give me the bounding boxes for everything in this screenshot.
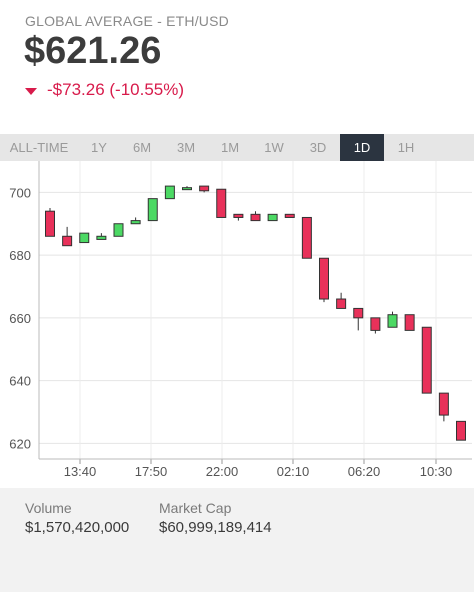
candle-down xyxy=(250,213,261,222)
y-tick-label: 660 xyxy=(9,311,31,326)
tab-1y[interactable]: 1Y xyxy=(91,140,107,155)
candle-down xyxy=(216,188,227,218)
chart-svg: 620 640 660 680 700 13:40 17:50 22:00 02:10 06:20… xyxy=(9,161,472,479)
candle-down xyxy=(404,314,415,331)
timeframe-tabs: ALL-TIME 1Y 6M 3M 1M 1W 3D 1D 1H xyxy=(0,134,474,161)
candle-down xyxy=(62,235,73,247)
x-tick-label: 02:10 xyxy=(277,464,310,479)
candle-down xyxy=(199,185,210,192)
candle-down xyxy=(45,210,55,237)
candle-down xyxy=(336,298,347,309)
candle-down xyxy=(456,420,466,441)
market-cap-label: Market Cap xyxy=(159,500,232,516)
price-change: -$73.26 (-10.55%) xyxy=(25,80,184,100)
candle-down xyxy=(370,317,381,331)
market-cap-value: $60,999,189,414 xyxy=(159,519,272,536)
candle-down xyxy=(284,213,295,218)
candle-up xyxy=(164,185,175,200)
y-tick-label: 680 xyxy=(9,248,31,263)
candle-down xyxy=(353,307,364,319)
tab-1m[interactable]: 1M xyxy=(220,140,240,155)
volume-value: $1,570,420,000 xyxy=(25,519,130,536)
tab-all-time[interactable]: ALL-TIME xyxy=(9,140,69,155)
candle-down xyxy=(233,213,244,218)
stats-panel: Volume $1,570,420,000 Market Cap $60,999… xyxy=(0,488,474,592)
candle-down xyxy=(438,392,449,416)
market-cap-stat: Market Cap $60,999,189,414 xyxy=(159,500,272,536)
tab-6m[interactable]: 6M xyxy=(132,140,152,155)
candlestick-chart: 620 640 660 680 700 13:40 17:50 22:00 02:10 06:20… xyxy=(0,161,474,488)
pair-label: GLOBAL AVERAGE - ETH/USD xyxy=(25,13,229,29)
candle-up xyxy=(113,223,124,237)
candle-down xyxy=(319,257,329,300)
y-tick-label: 700 xyxy=(9,185,31,200)
down-arrow-icon xyxy=(25,87,37,95)
x-tick-label: 13:40 xyxy=(64,464,97,479)
candle-up xyxy=(79,232,90,244)
price-change-value: -$73.26 (-10.55%) xyxy=(47,80,185,99)
y-tick-label: 640 xyxy=(9,374,31,389)
volume-label: Volume xyxy=(25,500,72,516)
x-tick-label: 10:30 xyxy=(420,464,453,479)
candle-down xyxy=(301,216,312,259)
candle-up xyxy=(147,198,158,222)
candle-up xyxy=(267,213,278,222)
candle-down xyxy=(421,326,432,394)
tab-3m[interactable]: 3M xyxy=(176,140,196,155)
x-tick-label: 22:00 xyxy=(206,464,239,479)
tab-1d[interactable]: 1D xyxy=(340,134,384,161)
price-header: GLOBAL AVERAGE - ETH/USD $621.26 -$73.26… xyxy=(0,0,474,134)
tab-1w[interactable]: 1W xyxy=(264,140,284,155)
volume-stat: Volume $1,570,420,000 xyxy=(25,500,129,536)
candle-up xyxy=(387,314,398,328)
candle-up xyxy=(182,187,192,191)
current-price: $621.26 xyxy=(24,30,162,72)
x-tick-label: 17:50 xyxy=(135,464,168,479)
y-tick-label: 620 xyxy=(9,436,31,451)
tab-1h[interactable]: 1H xyxy=(397,140,415,155)
candle-up xyxy=(96,235,107,240)
candle-up xyxy=(130,220,141,225)
x-tick-label: 06:20 xyxy=(348,464,381,479)
tab-3d[interactable]: 3D xyxy=(309,140,327,155)
